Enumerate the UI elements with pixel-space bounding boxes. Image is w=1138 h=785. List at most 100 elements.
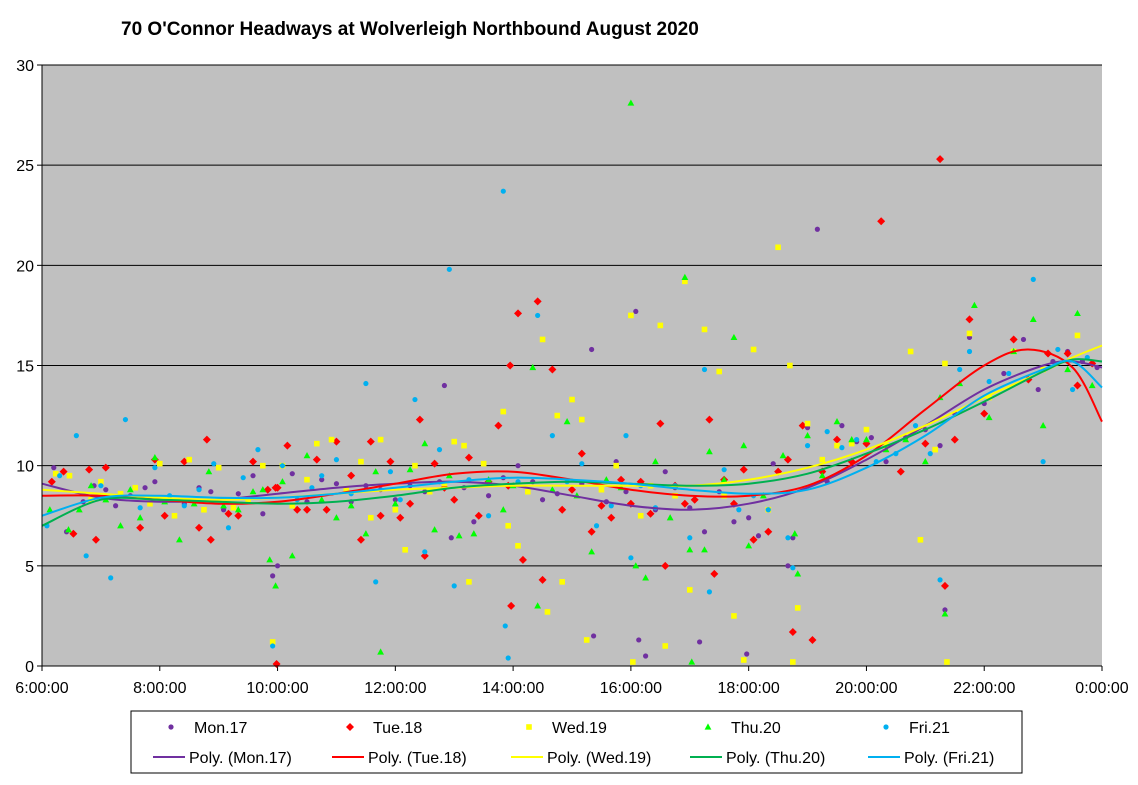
y-tick-label: 0 (25, 659, 34, 676)
data-point (579, 461, 585, 467)
data-point (896, 467, 905, 476)
data-point (558, 505, 567, 514)
data-point (746, 515, 752, 521)
data-point (688, 658, 696, 665)
data-point (328, 436, 335, 443)
data-point (273, 483, 282, 492)
data-point (790, 659, 796, 665)
data-point (791, 530, 799, 537)
y-tick-label: 10 (16, 459, 34, 476)
data-point (274, 563, 281, 569)
x-axis-ticks: 6:00:00 8:00:00 10:00:00 12:00:00 14:00:00 16… (15, 666, 1129, 697)
data-point (883, 459, 889, 465)
data-point (646, 509, 655, 518)
data-point (577, 449, 586, 458)
data-point (362, 530, 370, 537)
data-point (736, 507, 742, 513)
data-point (397, 497, 403, 503)
data-point (980, 409, 989, 418)
data-point (176, 536, 183, 543)
data-point (608, 503, 614, 509)
data-point (554, 412, 561, 419)
data-point (731, 519, 737, 525)
data-point (494, 421, 503, 430)
x-tick-label: 14:00:00 (482, 680, 544, 697)
data-point (506, 361, 515, 370)
data-point (420, 551, 429, 560)
data-point (765, 507, 771, 513)
data-point (985, 413, 993, 421)
data-point (446, 266, 452, 272)
data-point (451, 438, 458, 445)
data-point (202, 435, 211, 444)
data-point (117, 522, 124, 529)
data-point (293, 505, 302, 514)
data-point (1030, 276, 1036, 282)
data-point (745, 542, 753, 549)
data-point (642, 574, 650, 581)
data-point (270, 573, 276, 579)
data-point (1074, 332, 1081, 339)
data-point (515, 463, 521, 469)
data-point (652, 458, 659, 465)
data-point (957, 366, 963, 373)
data-point (589, 346, 595, 353)
data-point (312, 455, 321, 464)
data-point (132, 484, 139, 491)
data-point (701, 366, 708, 373)
legend-box (130, 710, 1023, 774)
x-tick-label: 22:00:00 (953, 680, 1015, 697)
data-point (921, 439, 930, 448)
data-point (137, 505, 143, 511)
data-point (406, 466, 414, 473)
data-point (839, 445, 845, 451)
data-point (643, 653, 649, 659)
data-point (819, 456, 826, 463)
data-point (705, 415, 714, 424)
data-point (377, 436, 384, 443)
data-point (480, 460, 487, 467)
data-point (662, 643, 669, 649)
x-tick-label: 6:00:00 (15, 680, 68, 697)
data-point (270, 643, 276, 649)
data-point (863, 436, 870, 443)
data-point (877, 217, 886, 226)
data-point (343, 486, 350, 493)
data-point (1039, 422, 1047, 429)
data-point (666, 514, 674, 521)
data-point (744, 651, 750, 657)
data-point (387, 469, 394, 475)
data-point (941, 610, 949, 617)
data-point (966, 348, 973, 355)
data-point (804, 420, 811, 427)
data-point (656, 419, 665, 428)
data-point (91, 535, 100, 544)
data-point (412, 462, 418, 469)
trendlines (41, 344, 1103, 527)
data-point (1055, 346, 1061, 353)
legend-marker (526, 724, 532, 730)
data-point (152, 465, 158, 471)
data-point (818, 472, 826, 479)
legend-marker (704, 723, 712, 730)
legend-label: Fri.21 (909, 720, 950, 737)
data-point (944, 659, 950, 665)
data-point (804, 432, 811, 439)
data-point (206, 535, 215, 544)
data-point (637, 512, 644, 519)
data-point (260, 462, 266, 469)
data-point (46, 506, 54, 513)
data-point (687, 535, 693, 541)
data-point (686, 587, 693, 593)
data-point (322, 505, 331, 514)
data-point (455, 532, 463, 539)
data-point (623, 433, 629, 439)
y-tick-label: 25 (16, 158, 34, 175)
data-point (98, 478, 104, 485)
data-point (588, 548, 596, 555)
data-point (623, 489, 629, 495)
data-point (122, 416, 129, 423)
data-point (701, 326, 708, 333)
data-point (966, 330, 973, 337)
